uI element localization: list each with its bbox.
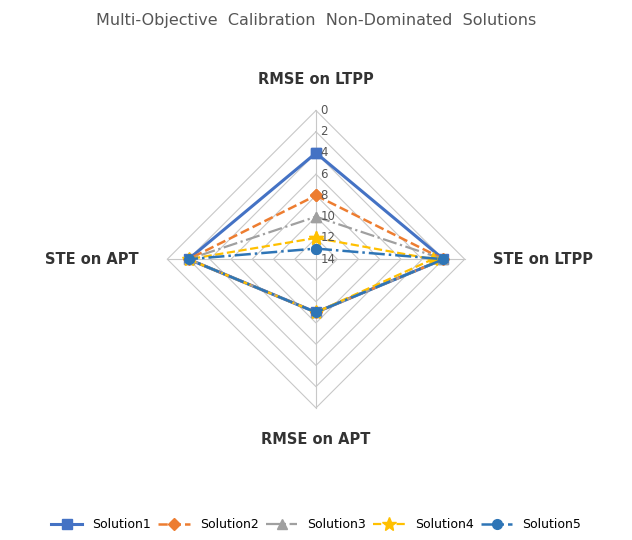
Text: STE on LTPP: STE on LTPP xyxy=(493,252,593,267)
Text: RMSE on APT: RMSE on APT xyxy=(261,431,371,447)
Text: 6: 6 xyxy=(320,168,328,181)
Text: 12: 12 xyxy=(320,232,336,245)
Text: RMSE on LTPP: RMSE on LTPP xyxy=(258,72,374,87)
Text: 0: 0 xyxy=(320,104,328,117)
Text: 8: 8 xyxy=(320,189,328,202)
Text: Multi-Objective  Calibration  Non-Dominated  Solutions: Multi-Objective Calibration Non-Dominate… xyxy=(96,14,536,29)
Text: 14: 14 xyxy=(320,253,336,266)
Text: 2: 2 xyxy=(320,125,328,138)
Text: STE on APT: STE on APT xyxy=(46,252,139,267)
Text: 10: 10 xyxy=(320,210,336,223)
Text: 4: 4 xyxy=(320,146,328,159)
Legend: Solution1, Solution2, Solution3, Solution4, Solution5: Solution1, Solution2, Solution3, Solutio… xyxy=(46,513,586,536)
